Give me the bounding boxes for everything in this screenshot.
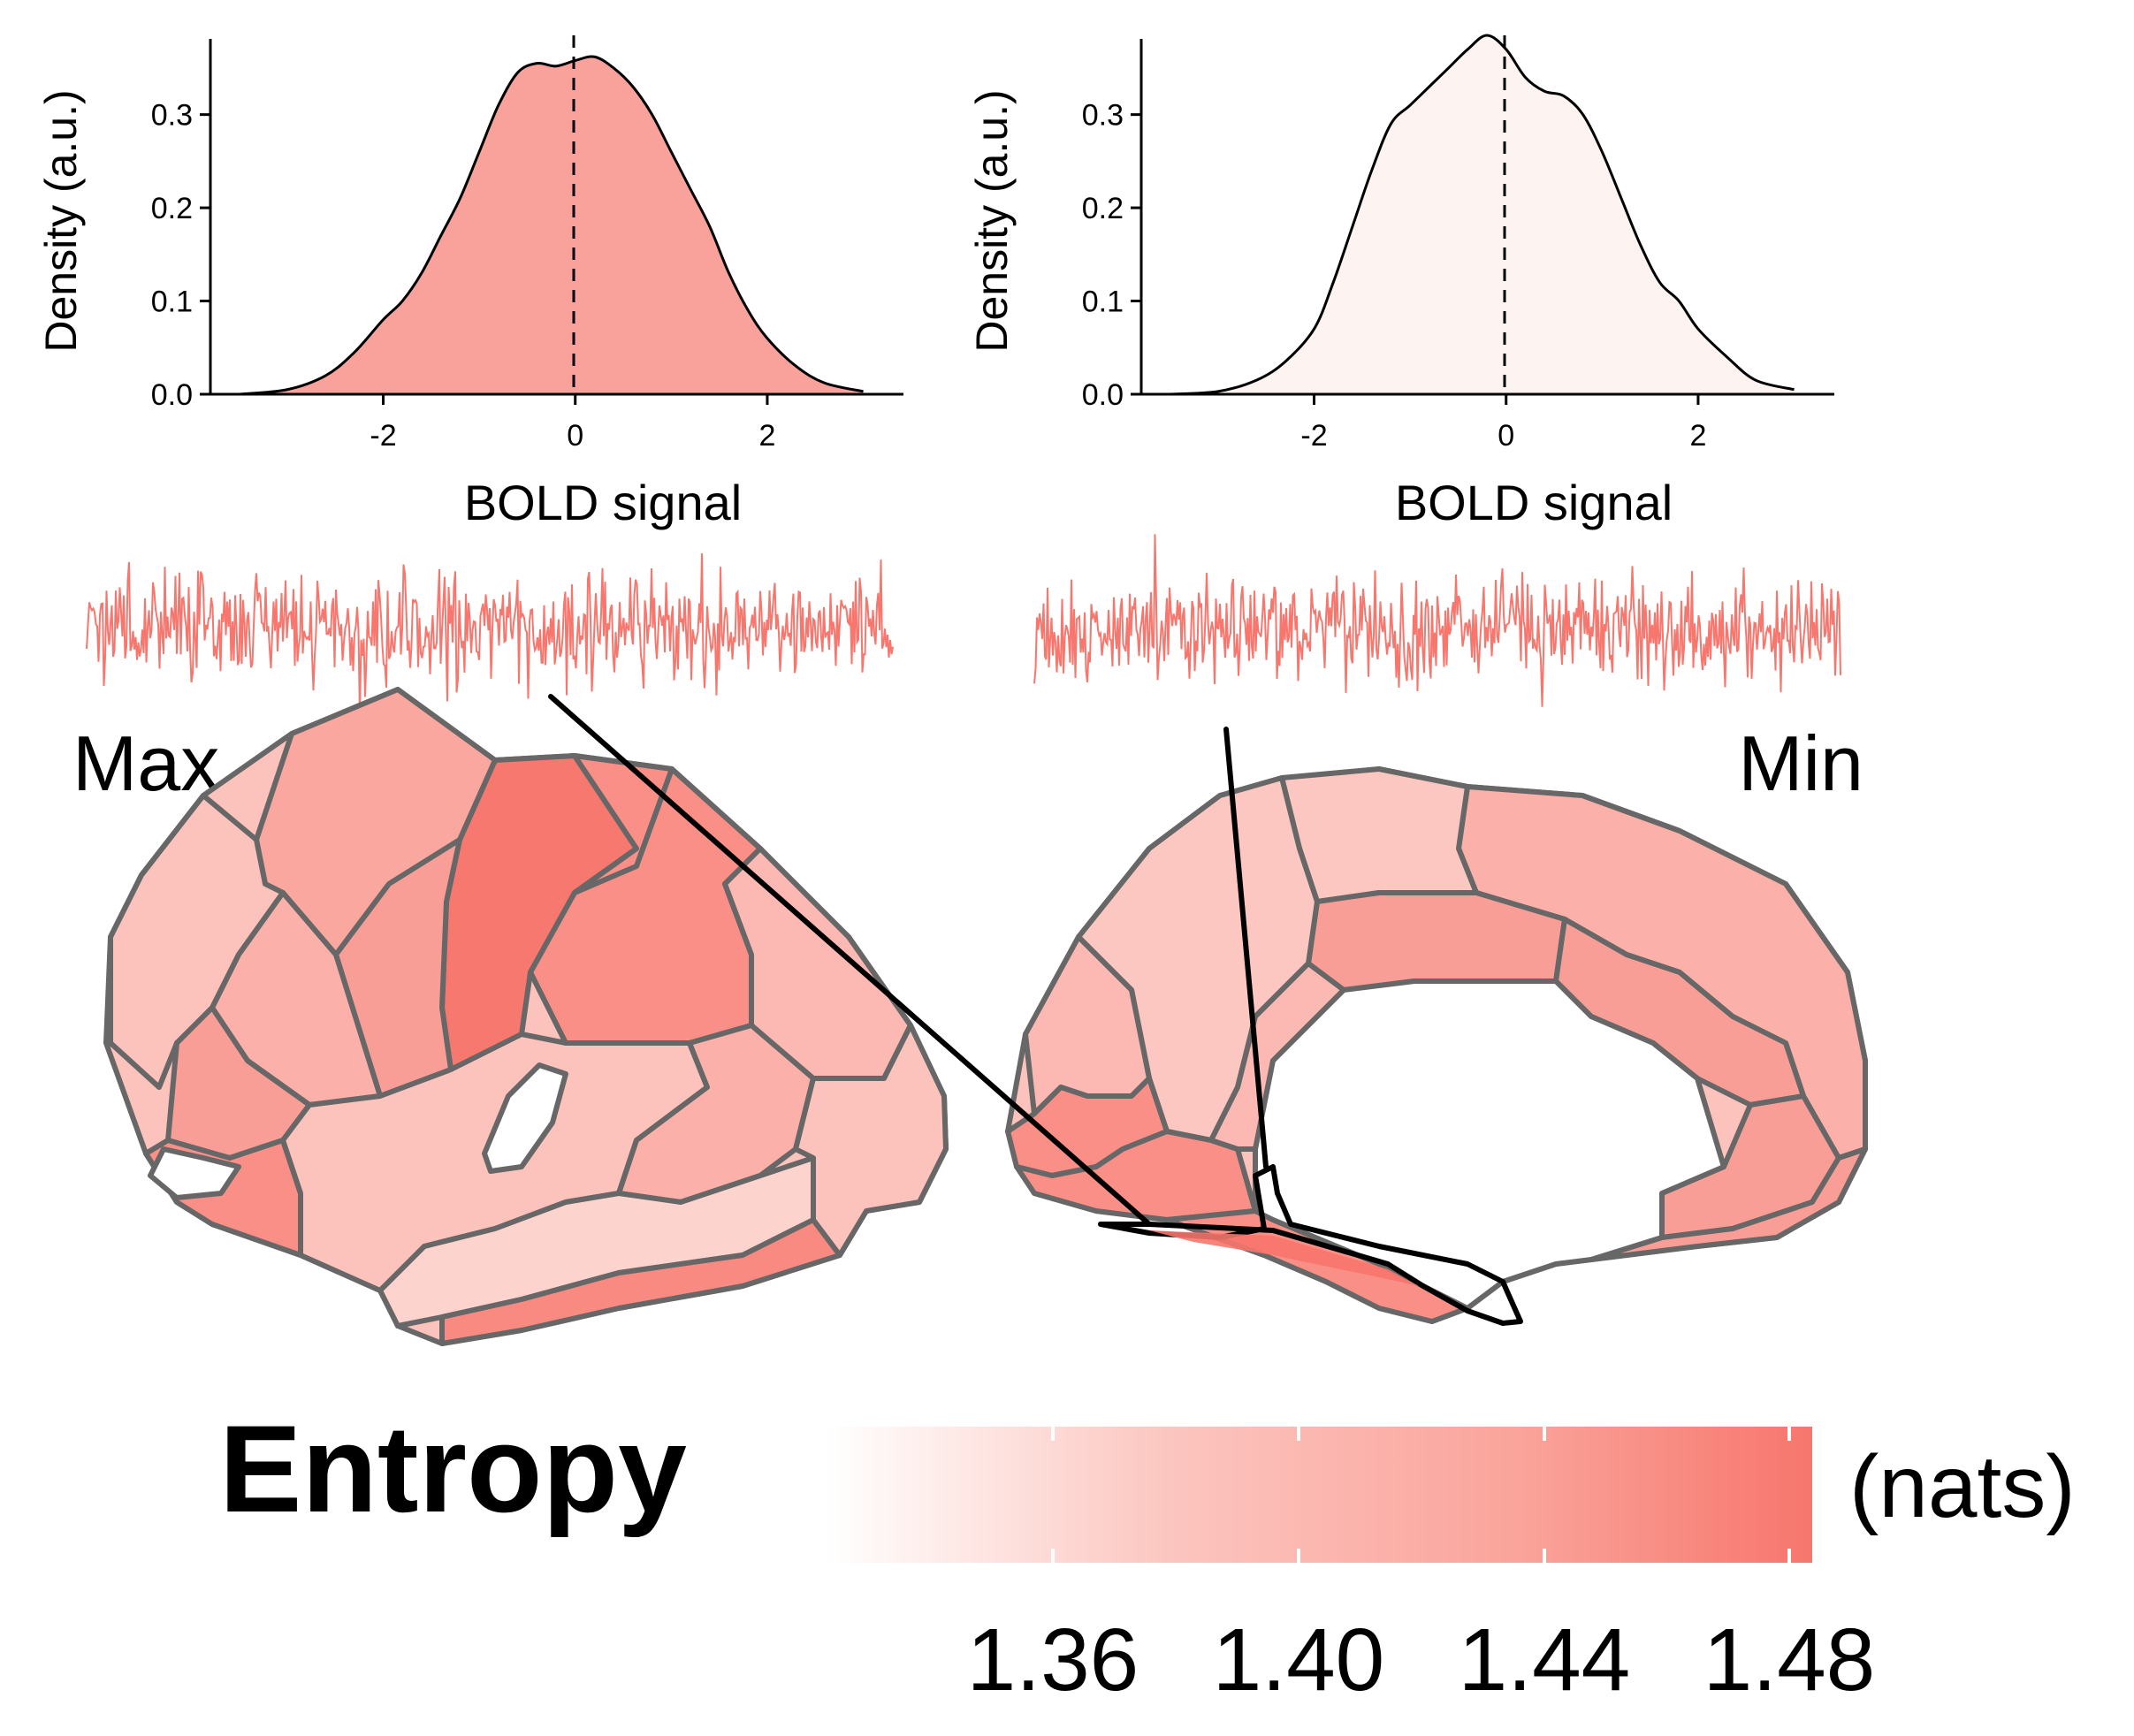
region-occipital-lateral (793, 1023, 949, 1258)
density-area (239, 56, 864, 394)
x-tick-label: -2 (1300, 419, 1327, 453)
bold-timeseries-max (86, 552, 894, 718)
y-tick-label: 0.0 (1082, 378, 1124, 412)
colorbar-tick-label: 1.40 (1213, 1610, 1385, 1709)
colorbar-tick-label: 1.44 (1459, 1610, 1631, 1709)
density-area (1170, 35, 1795, 394)
x-ticks: -2 0 2 (1300, 394, 1706, 453)
y-axis-label: Density (a.u.) (36, 89, 86, 352)
y-ticks: 0.0 0.1 0.2 0.3 (151, 99, 210, 412)
x-ticks: -2 0 2 (370, 394, 775, 453)
connector-lines (548, 694, 1523, 1326)
y-ticks: 0.0 0.1 0.2 0.3 (1082, 99, 1141, 412)
y-tick-label: 0.1 (1082, 286, 1124, 319)
connector-max-line (548, 694, 1152, 1227)
y-axis-label: Density (a.u.) (967, 89, 1017, 352)
density-line (1170, 34, 1795, 396)
y-tick-label: 0.0 (151, 378, 193, 412)
x-tick-label: 2 (758, 419, 775, 453)
x-tick-label: 0 (567, 419, 583, 453)
colorbar-ticks (1051, 1427, 1791, 1563)
density-plot-min: 0.0 0.1 0.2 0.3 -2 0 2 BOLD signal Density (a… (967, 34, 1834, 530)
bold-timeseries-min (1033, 534, 1841, 707)
density-line (239, 55, 864, 396)
max-label: Max (72, 720, 219, 807)
density-curve-max (239, 55, 864, 396)
brain-medial-view (1005, 766, 1868, 1324)
colorbar: Entropy (nats) 1.36 1.40 1.44 1.48 (219, 1399, 2076, 1709)
x-tick-label: 0 (1498, 419, 1514, 453)
density-curve-min (1170, 34, 1795, 396)
colorbar-tick-label: 1.36 (967, 1610, 1139, 1709)
y-tick-label: 0.2 (1082, 192, 1124, 225)
region-sylvian-opening (482, 1062, 568, 1174)
y-tick-label: 0.3 (151, 99, 193, 133)
y-tick-label: 0.3 (1082, 99, 1124, 133)
x-tick-label: -2 (370, 419, 396, 453)
colorbar-title: Entropy (219, 1399, 687, 1538)
x-axis-label: BOLD signal (464, 475, 742, 530)
brain-lateral-view (103, 687, 949, 1346)
colorbar-tick-label: 1.48 (1703, 1610, 1876, 1709)
colorbar-unit: (nats) (1849, 1437, 2076, 1536)
roi-highlight-outline (1098, 1164, 1523, 1326)
roi-highlight-fill (1149, 1230, 1419, 1286)
min-label: Min (1738, 720, 1863, 807)
density-plot-max: 0.0 0.1 0.2 0.3 -2 0 2 BOLD signal Density (a… (36, 35, 903, 530)
y-tick-label: 0.1 (151, 286, 193, 319)
region-frontal-pole-opening (148, 1146, 241, 1200)
colorbar-gradient (827, 1427, 1812, 1563)
region-posterior-cingulate (1306, 890, 1567, 993)
y-tick-label: 0.2 (151, 192, 193, 225)
x-tick-label: 2 (1689, 419, 1706, 453)
region-medial-orbitofrontal (1589, 1146, 1868, 1262)
x-axis-label: BOLD signal (1395, 475, 1673, 530)
connector-min-line (1223, 727, 1269, 1169)
